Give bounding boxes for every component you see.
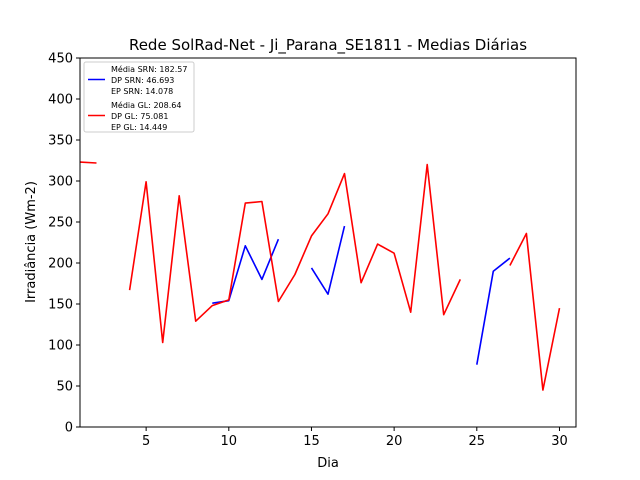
plot-frame	[79, 57, 577, 428]
series-line-gl	[79, 161, 97, 164]
y-tick-label: 50	[56, 380, 73, 395]
y-axis: 0 50 100 150 200 250 300 350 400 450	[48, 52, 80, 436]
y-tick-label: 350	[48, 134, 73, 149]
y-tick-label: 0	[65, 421, 73, 436]
series-line-srn	[476, 257, 511, 365]
legend-label-gl: DP GL: 75.081	[111, 112, 168, 121]
series-layer	[79, 161, 561, 391]
legend-label-gl: EP GL: 14.449	[111, 123, 167, 132]
x-tick-label: 15	[303, 434, 320, 449]
y-tick-label: 400	[48, 93, 73, 108]
series-line-gl	[128, 163, 462, 344]
y-tick-label: 200	[48, 257, 73, 272]
x-tick-label: 20	[386, 434, 403, 449]
x-tick-label: 25	[469, 434, 486, 449]
legend-label-srn: EP SRN: 14.078	[111, 87, 173, 96]
x-tick-label: 10	[221, 434, 238, 449]
y-tick-label: 250	[48, 216, 73, 231]
series-line-srn	[310, 225, 346, 296]
legend-box	[83, 61, 195, 133]
series-line-gl	[509, 232, 561, 391]
y-tick-label: 450	[48, 52, 73, 67]
series-gl	[79, 161, 561, 391]
legend: Média SRN: 182.57 DP SRN: 46.693 EP SRN: 1…	[83, 61, 195, 133]
legend-label-srn: DP SRN: 46.693	[111, 76, 174, 85]
chart-title: Rede SolRad-Net - Ji_Parana_SE1811 - Med…	[129, 36, 527, 55]
legend-label-gl: Média GL: 208.64	[111, 100, 181, 110]
y-tick-label: 150	[48, 298, 73, 313]
x-axis-title: Dia	[317, 456, 339, 471]
x-tick-label: 30	[551, 434, 568, 449]
y-tick-label: 300	[48, 175, 73, 190]
y-tick-label: 100	[48, 339, 73, 354]
x-axis: 5 10 15 20 25 30	[142, 427, 568, 449]
y-axis-title: Irradiância (Wm-2)	[24, 181, 39, 303]
x-tick-label: 5	[142, 434, 150, 449]
legend-label-srn: Média SRN: 182.57	[111, 64, 187, 74]
